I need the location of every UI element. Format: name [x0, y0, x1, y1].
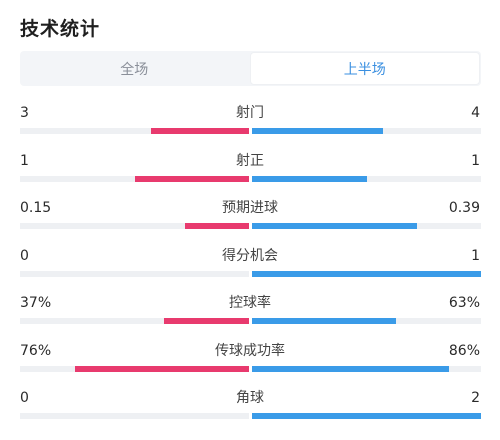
home-bar	[134, 175, 249, 182]
away-bar-track	[252, 318, 481, 324]
stat-row: 0 角球 2	[0, 389, 500, 429]
stat-row: 0.15 预期进球 0.39	[0, 199, 500, 239]
home-bar	[184, 223, 249, 229]
home-bar-track	[20, 128, 249, 134]
home-value: 0.15	[20, 200, 52, 216]
stat-row: 0 得分机会 1	[0, 247, 500, 287]
away-bar-track	[252, 223, 481, 229]
stat-row: 3 射门 4	[0, 104, 500, 144]
away-bar	[252, 175, 367, 182]
page-title: 技术统计	[20, 18, 101, 40]
stat-name: 控球率	[229, 295, 271, 311]
away-bar	[252, 128, 383, 134]
home-value: 3	[20, 105, 29, 121]
away-bar	[252, 223, 417, 229]
away-value: 86%	[448, 342, 480, 359]
away-bar	[252, 318, 397, 324]
tab-full-match[interactable]: 全场	[120, 61, 149, 78]
away-value: 1	[471, 247, 480, 264]
away-bar	[252, 270, 481, 277]
stat-row: 76% 传球成功率 86%	[0, 342, 500, 382]
stat-row: 1 射正 1	[0, 152, 500, 192]
stat-name: 传球成功率	[215, 342, 285, 359]
home-bar-track	[20, 175, 249, 182]
away-value: 1	[471, 152, 480, 169]
stat-name: 角球	[236, 390, 264, 406]
away-value: 2	[471, 390, 480, 406]
away-value: 63%	[448, 295, 480, 311]
stat-name: 预期进球	[222, 200, 278, 216]
home-value: 76%	[20, 342, 52, 359]
home-bar-track	[20, 270, 249, 277]
tab-first-half[interactable]: 上半场	[249, 52, 480, 85]
home-bar	[74, 365, 249, 372]
away-bar-track	[252, 270, 481, 277]
away-bar	[252, 413, 481, 419]
home-bar	[164, 318, 249, 324]
stat-name: 得分机会	[222, 247, 278, 264]
away-bar	[252, 365, 449, 372]
away-value: 0.39	[448, 200, 480, 216]
home-value: 37%	[20, 295, 52, 311]
home-bar-track	[20, 413, 249, 419]
away-bar-track	[252, 365, 481, 372]
home-value: 1	[20, 152, 29, 169]
home-bar-track	[20, 318, 249, 324]
away-bar-track	[252, 128, 481, 134]
period-tabs: 全场 上半场	[20, 51, 481, 86]
home-bar-track	[20, 223, 249, 229]
home-bar-track	[20, 365, 249, 372]
away-value: 4	[471, 105, 480, 121]
home-value: 0	[20, 390, 29, 406]
stat-name: 射正	[236, 152, 264, 169]
home-bar	[150, 128, 249, 134]
home-value: 0	[20, 247, 29, 264]
stat-row: 37% 控球率 63%	[0, 294, 500, 334]
stat-name: 射门	[236, 105, 264, 121]
away-bar-track	[252, 413, 481, 419]
away-bar-track	[252, 175, 481, 182]
